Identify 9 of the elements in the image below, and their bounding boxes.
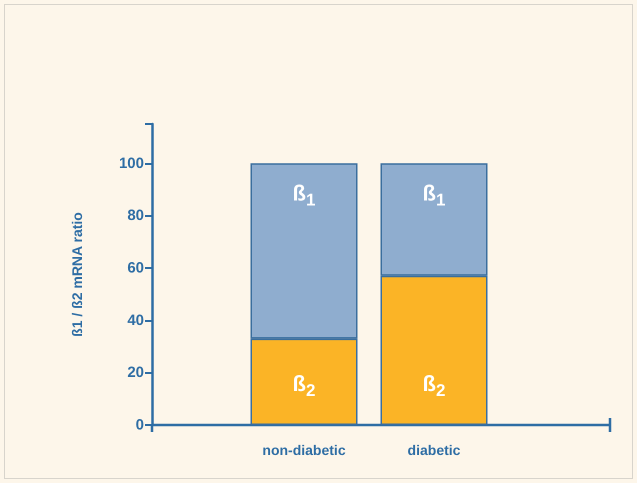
y-tick-label: 0 — [136, 416, 144, 434]
y-tick-label: 100 — [118, 154, 144, 172]
x-tick-label: non-diabetic — [262, 442, 346, 458]
x-tick-label: diabetic — [408, 442, 461, 458]
y-tick-label: 80 — [127, 207, 144, 224]
y-tick-label: 40 — [127, 312, 144, 329]
y-tick-label: 20 — [127, 364, 144, 382]
y-tick-label: 60 — [127, 259, 144, 276]
y-axis-title: ß1 / ß2 mRNA ratio — [69, 212, 85, 337]
